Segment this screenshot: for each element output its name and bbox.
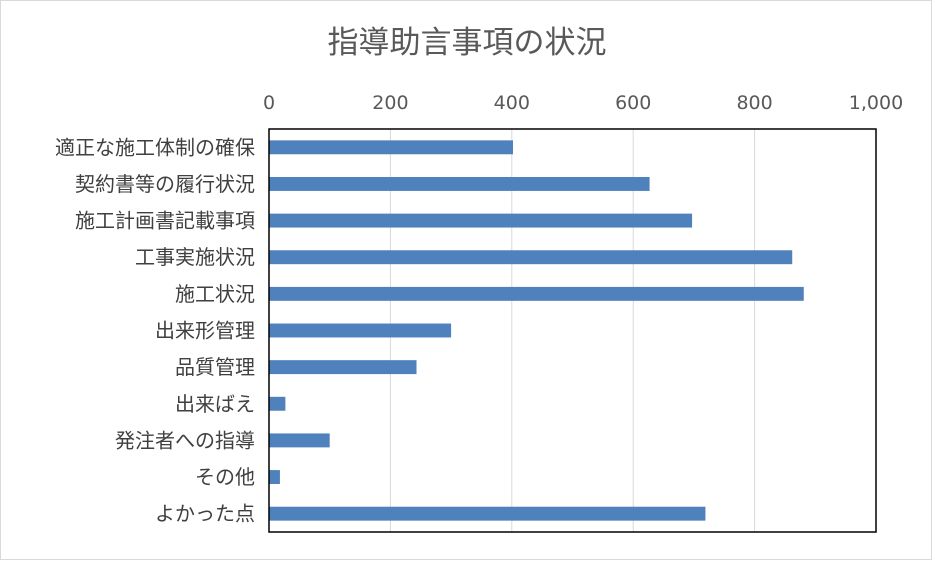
category-label: その他 <box>195 465 255 489</box>
chart-title: 指導助言事項の状況 <box>328 25 607 61</box>
bar <box>269 433 330 448</box>
x-tick-label: 800 <box>736 92 772 114</box>
x-tick-label: 1,000 <box>849 92 903 114</box>
category-label: 出来形管理 <box>155 319 255 343</box>
category-label: 施工状況 <box>175 282 255 306</box>
x-tick-label: 200 <box>372 92 408 114</box>
category-label: よかった点 <box>155 502 255 526</box>
x-tick-label: 600 <box>615 92 651 114</box>
category-label: 契約書等の履行状況 <box>75 172 255 196</box>
bar <box>269 506 706 521</box>
bar <box>269 286 804 301</box>
bar <box>269 360 417 375</box>
x-axis-ticks: 0 200 400 600 800 1,000 <box>263 92 903 114</box>
category-label: 発注者への指導 <box>115 428 255 452</box>
category-labels: 適正な施工体制の確保契約書等の履行状況施工計画書記載事項工事実施状況施工状況出来… <box>55 135 255 525</box>
bar <box>269 470 280 485</box>
category-label: 適正な施工体制の確保 <box>55 135 255 159</box>
category-label: 工事実施状況 <box>135 245 255 269</box>
x-tick-label: 400 <box>494 92 530 114</box>
bars <box>269 140 804 521</box>
plot-area-border <box>268 128 877 533</box>
bar <box>269 250 793 265</box>
bar <box>269 213 693 228</box>
bar <box>269 140 514 155</box>
bar <box>269 396 286 411</box>
category-label: 施工計画書記載事項 <box>75 209 255 233</box>
bar <box>269 323 452 338</box>
category-label: 出来ばえ <box>175 392 255 416</box>
x-tick-label: 0 <box>263 92 275 114</box>
category-label: 品質管理 <box>175 355 255 379</box>
bar <box>269 176 650 191</box>
